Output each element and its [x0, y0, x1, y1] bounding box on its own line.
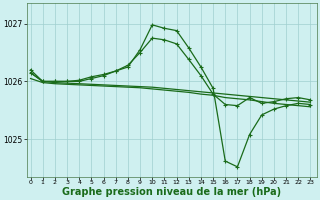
X-axis label: Graphe pression niveau de la mer (hPa): Graphe pression niveau de la mer (hPa)	[62, 187, 281, 197]
